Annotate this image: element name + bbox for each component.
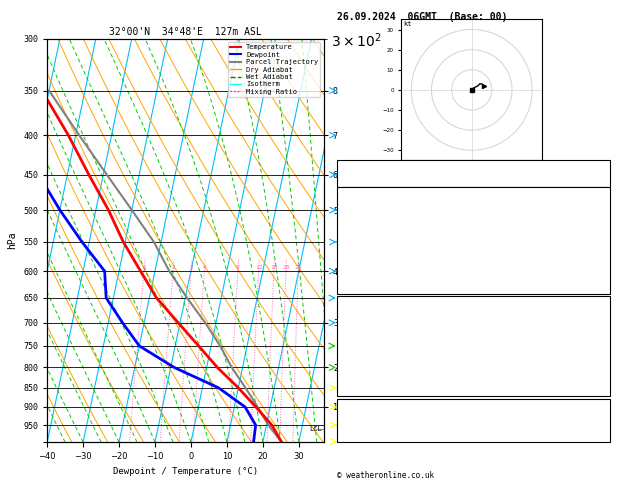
X-axis label: Dewpoint / Temperature (°C): Dewpoint / Temperature (°C): [113, 467, 258, 475]
Text: Dewp (°C): Dewp (°C): [340, 213, 388, 223]
Text: Pressure (mb): Pressure (mb): [340, 307, 409, 316]
Text: 2: 2: [171, 265, 175, 270]
Text: Lifted Index: Lifted Index: [340, 244, 404, 254]
Text: K: K: [340, 163, 345, 172]
Text: 43: 43: [596, 416, 607, 425]
Text: 25.1: 25.1: [586, 198, 607, 207]
Text: 26.09.2024  06GMT  (Base: 00): 26.09.2024 06GMT (Base: 00): [337, 12, 507, 22]
Text: 0: 0: [601, 276, 607, 285]
Text: 8: 8: [236, 265, 240, 270]
Text: PW (cm): PW (cm): [340, 180, 377, 190]
Text: 6: 6: [601, 340, 607, 349]
Y-axis label: km
ASL: km ASL: [388, 233, 407, 248]
Text: 1: 1: [142, 265, 146, 270]
Text: 4: 4: [203, 265, 206, 270]
Text: © weatheronline.co.uk: © weatheronline.co.uk: [337, 471, 433, 480]
Text: θₑ(K): θₑ(K): [340, 229, 367, 238]
Text: 17.4: 17.4: [586, 213, 607, 223]
Text: Lifted Index: Lifted Index: [340, 340, 404, 349]
Text: kt: kt: [403, 21, 412, 27]
Text: 334: 334: [591, 324, 607, 333]
Text: 16: 16: [270, 265, 277, 270]
Text: CAPE (J): CAPE (J): [340, 357, 382, 366]
Text: StmDir: StmDir: [340, 425, 372, 434]
Text: 12: 12: [255, 265, 262, 270]
Legend: Temperature, Dewpoint, Parcel Trajectory, Dry Adiabat, Wet Adiabat, Isotherm, Mi: Temperature, Dewpoint, Parcel Trajectory…: [228, 42, 320, 97]
Text: Most Unstable: Most Unstable: [438, 298, 508, 308]
Text: CIN (J): CIN (J): [340, 276, 377, 285]
Text: θₑ (K): θₑ (K): [340, 324, 372, 333]
Text: SREH: SREH: [340, 416, 361, 425]
Text: 1.56: 1.56: [586, 180, 607, 190]
Text: Temp (°C): Temp (°C): [340, 198, 388, 207]
Text: CAPE (J): CAPE (J): [340, 260, 382, 269]
Title: 32°00'N  34°48'E  127m ASL: 32°00'N 34°48'E 127m ASL: [109, 27, 262, 37]
Text: StmSpd (kt): StmSpd (kt): [340, 434, 399, 443]
Y-axis label: hPa: hPa: [8, 232, 18, 249]
Text: 334: 334: [591, 229, 607, 238]
Text: EH: EH: [340, 407, 350, 417]
Text: LCL: LCL: [309, 426, 322, 432]
Text: Totals Totals: Totals Totals: [340, 172, 409, 181]
Text: 20: 20: [282, 265, 290, 270]
Text: 25: 25: [294, 265, 302, 270]
Text: 6: 6: [601, 244, 607, 254]
Text: 0: 0: [601, 357, 607, 366]
Text: 3: 3: [189, 265, 193, 270]
Text: -15: -15: [591, 163, 607, 172]
Text: 998: 998: [591, 307, 607, 316]
Text: CIN (J): CIN (J): [340, 373, 377, 382]
Text: 20: 20: [596, 172, 607, 181]
Text: 282°: 282°: [586, 425, 607, 434]
Text: Hodograph: Hodograph: [449, 400, 498, 410]
Text: 0: 0: [601, 373, 607, 382]
Text: 2: 2: [601, 407, 607, 417]
Text: Surface: Surface: [455, 189, 492, 198]
Text: 9: 9: [601, 434, 607, 443]
Text: 0: 0: [601, 260, 607, 269]
